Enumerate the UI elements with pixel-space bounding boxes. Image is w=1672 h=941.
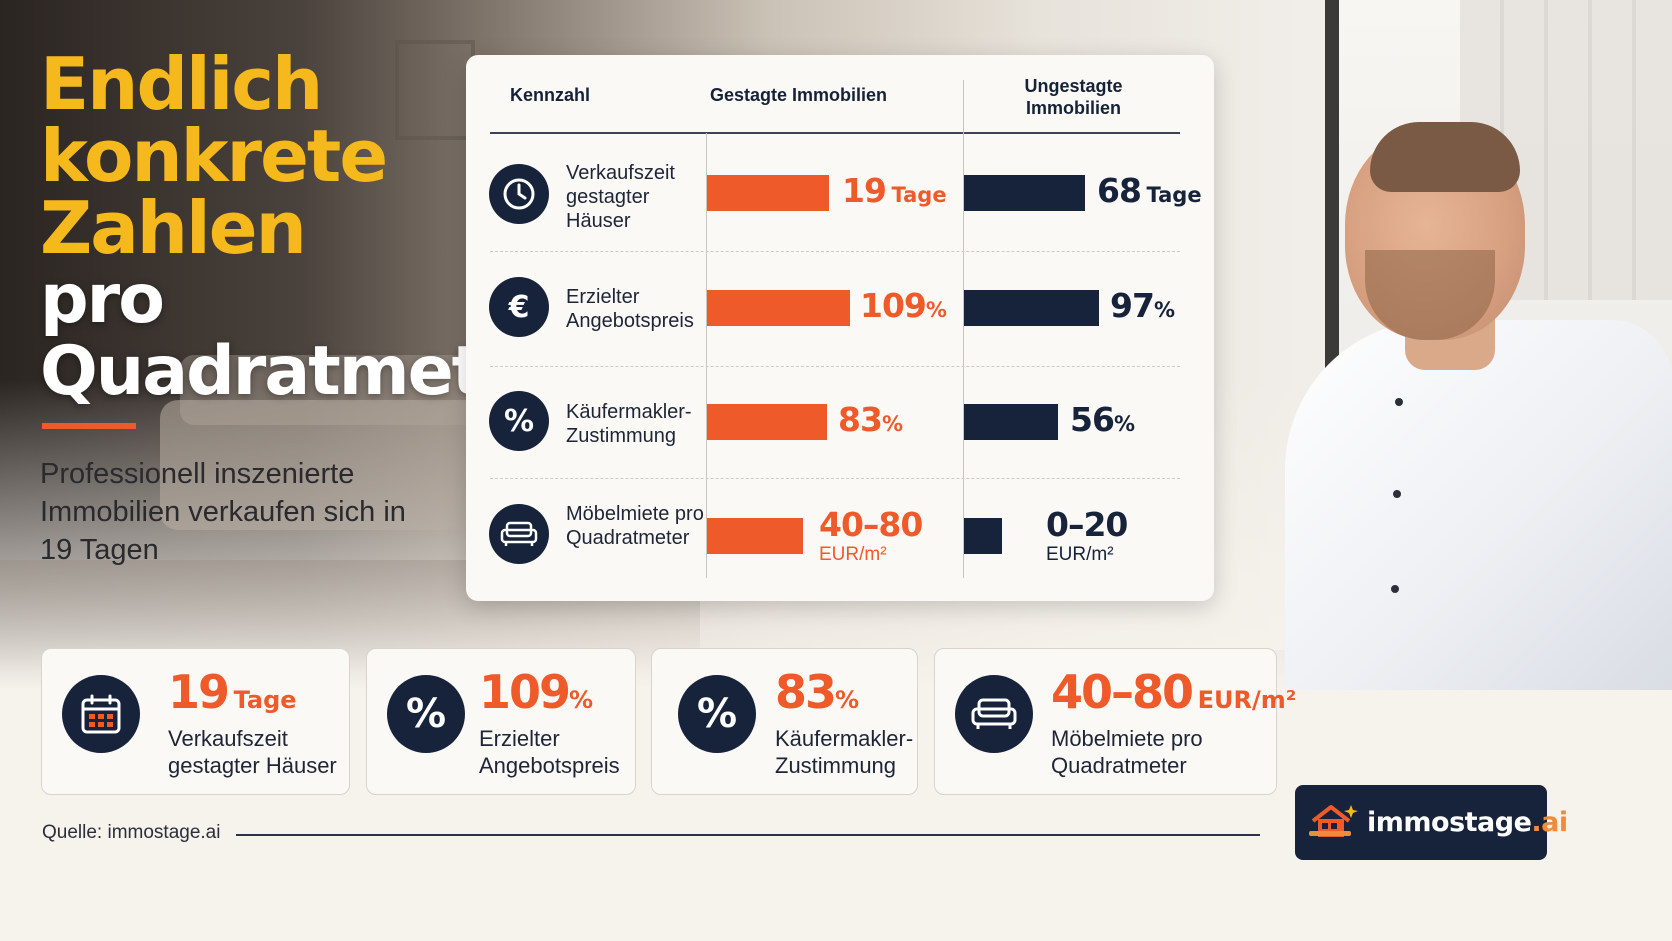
headline-line: Zahlen	[40, 186, 307, 270]
column-divider	[963, 80, 964, 578]
unstaged-value: 68 Tage	[1097, 171, 1202, 210]
unstaged-value: 0–20 EUR/m²	[1046, 505, 1128, 565]
sofa-icon	[489, 504, 549, 564]
person-photo	[1285, 122, 1672, 690]
stat-card-furniture-rent: 40–80 EUR/m² Möbelmiete pro Quadratmeter	[934, 648, 1296, 795]
shirt-button	[1393, 490, 1401, 498]
row-label: Verkaufszeit gestagter Häuser	[566, 162, 675, 232]
headline-line: Quadratmeter	[40, 332, 560, 411]
row-label: Erzielter Angebotspreis	[566, 286, 694, 332]
unstaged-bar	[964, 518, 1002, 554]
staged-bar	[707, 175, 829, 211]
staged-bar	[707, 404, 827, 440]
headline-line: pro	[40, 260, 165, 339]
staged-value: 40–80 EUR/m²	[819, 505, 923, 565]
stat-value: 83%	[775, 665, 860, 719]
comparison-table: Kennzahl Gestagte Immobilien Ungestagte …	[466, 55, 1214, 601]
euro-icon: €	[489, 277, 549, 337]
stat-value: 19 Tage	[168, 665, 297, 719]
column-divider	[706, 133, 707, 578]
calendar-icon	[62, 675, 140, 753]
stat-label: Käufermakler- Zustimmung	[775, 726, 914, 778]
accent-divider	[42, 423, 136, 429]
unstaged-bar	[964, 404, 1058, 440]
percent-icon: %	[678, 675, 756, 753]
headline-line: konkrete	[40, 114, 388, 198]
staged-bar	[707, 518, 803, 554]
percent-icon: %	[387, 675, 465, 753]
stat-label: Erzielter Angebotspreis	[479, 726, 620, 778]
header-metric: Kennzahl	[510, 85, 591, 105]
clock-icon	[489, 164, 549, 224]
stat-card-price: % 109% Erzielter Angebotspreis	[366, 648, 636, 795]
headline-line: Endlich	[40, 42, 323, 126]
person-beard	[1365, 250, 1495, 340]
staged-value: 19 Tage	[842, 171, 947, 210]
unstaged-value: 97%	[1110, 286, 1175, 325]
row-divider	[490, 478, 1180, 479]
subtitle: Professionell inszenierte Immobilien ver…	[40, 458, 406, 566]
header-unstaged: Ungestagte Immobilien	[1024, 76, 1123, 118]
shirt-button	[1391, 585, 1399, 593]
stat-value: 109%	[479, 665, 594, 719]
unstaged-value: 56%	[1070, 400, 1135, 439]
stat-value: 40–80 EUR/m²	[1051, 665, 1297, 719]
shirt-button	[1395, 398, 1403, 406]
row-divider	[490, 366, 1180, 367]
headline: Endlich konkrete Zahlen pro Quadratmeter	[40, 42, 560, 411]
percent-icon: %	[489, 391, 549, 451]
sofa-icon	[955, 675, 1033, 753]
brand-logo[interactable]: immostage.ai	[1295, 785, 1568, 860]
footer-rule	[236, 834, 1260, 836]
stat-label: Möbelmiete pro Quadratmeter	[1051, 726, 1203, 778]
row-divider	[490, 251, 1180, 252]
row-label: Käufermakler-Zustimmung	[566, 401, 692, 447]
header-rule	[490, 132, 1180, 134]
stat-card-sale-time: 19 Tage Verkaufszeit gestagter Häuser	[41, 648, 350, 795]
row-label: Möbelmiete pro Quadratmeter	[566, 503, 704, 549]
person-shirt	[1285, 320, 1672, 690]
staged-value: 83%	[838, 400, 903, 439]
source-note: Quelle: immostage.ai	[42, 822, 221, 843]
house-icon	[1309, 801, 1359, 845]
person-hair	[1370, 122, 1520, 192]
brand-name: immostage.ai	[1367, 807, 1568, 838]
staged-bar	[707, 290, 850, 326]
unstaged-bar	[964, 175, 1085, 211]
unstaged-bar	[964, 290, 1099, 326]
stat-label: Verkaufszeit gestagter Häuser	[168, 726, 337, 778]
stat-card-agent-approval: % 83% Käufermakler- Zustimmung	[651, 648, 918, 795]
staged-value: 109%	[860, 286, 947, 325]
header-staged: Gestagte Immobilien	[709, 85, 888, 105]
